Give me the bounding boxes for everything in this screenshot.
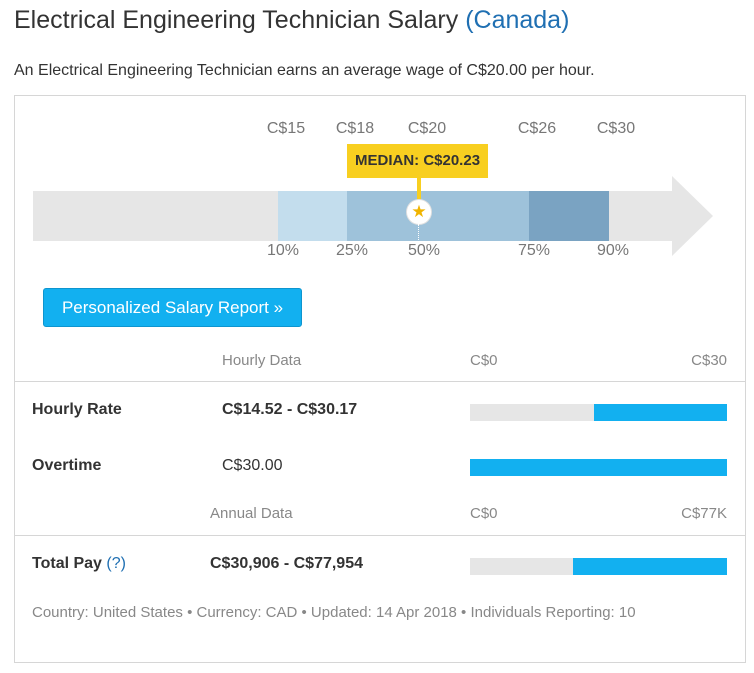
hourly-rate-bar-fill bbox=[594, 404, 727, 421]
overtime-bar bbox=[470, 459, 727, 476]
total-pay-help-link[interactable]: (?) bbox=[106, 555, 126, 572]
salary-card: C$15 C$18 C$20 C$26 C$30 MEDIAN: C$20.23… bbox=[14, 95, 746, 663]
page-title: Electrical Engineering Technician Salary… bbox=[14, 6, 569, 35]
tick-value-p25: C$18 bbox=[335, 120, 375, 137]
annual-data-heading: Annual Data bbox=[210, 505, 293, 522]
median-label: MEDIAN: C$20.23 bbox=[347, 144, 489, 178]
band-75-90 bbox=[529, 191, 609, 241]
personalized-report-button[interactable]: Personalized Salary Report » bbox=[43, 288, 302, 327]
tick-value-p10: C$15 bbox=[266, 120, 306, 137]
location-link[interactable]: (Canada) bbox=[465, 6, 570, 34]
median-line bbox=[418, 224, 419, 242]
salary-range-chart bbox=[33, 176, 713, 256]
tick-pct-90: 90% bbox=[596, 242, 630, 259]
total-pay-bar bbox=[470, 558, 727, 575]
tick-value-p90: C$30 bbox=[596, 120, 636, 137]
band-10-25 bbox=[278, 191, 347, 241]
annual-scale-max: C$77K bbox=[681, 505, 727, 522]
star-icon: ★ bbox=[407, 200, 431, 224]
hourly-divider bbox=[15, 381, 745, 382]
hourly-rate-label: Hourly Rate bbox=[32, 401, 122, 418]
total-pay-label: Total Pay (?) bbox=[32, 555, 126, 573]
annual-scale-min: C$0 bbox=[470, 505, 498, 522]
tick-pct-25: 25% bbox=[335, 242, 369, 259]
total-pay-text: Total Pay bbox=[32, 555, 102, 572]
hourly-rate-bar bbox=[470, 404, 727, 421]
total-pay-bar-fill bbox=[573, 558, 727, 575]
overtime-value: C$30.00 bbox=[222, 457, 283, 474]
total-pay-value: C$30,906 - C$77,954 bbox=[210, 555, 363, 572]
page-subtitle: An Electrical Engineering Technician ear… bbox=[14, 62, 595, 79]
annual-divider bbox=[15, 535, 745, 536]
tick-pct-75: 75% bbox=[517, 242, 551, 259]
overtime-bar-fill bbox=[470, 459, 727, 476]
hourly-rate-value: C$14.52 - C$30.17 bbox=[222, 401, 358, 418]
median-pointer bbox=[417, 178, 421, 202]
tick-value-p75: C$26 bbox=[517, 120, 557, 137]
tick-pct-50: 50% bbox=[407, 242, 441, 259]
overtime-label: Overtime bbox=[32, 457, 102, 474]
hourly-data-heading: Hourly Data bbox=[222, 352, 302, 369]
title-text: Electrical Engineering Technician Salary bbox=[14, 6, 459, 34]
band-25-75 bbox=[347, 191, 529, 241]
tick-pct-10: 10% bbox=[266, 242, 300, 259]
data-footer: Country: United States • Currency: CAD •… bbox=[32, 604, 636, 621]
tick-value-p50: C$20 bbox=[407, 120, 447, 137]
hourly-scale-min: C$0 bbox=[470, 352, 498, 369]
hourly-scale-max: C$30 bbox=[691, 352, 727, 369]
